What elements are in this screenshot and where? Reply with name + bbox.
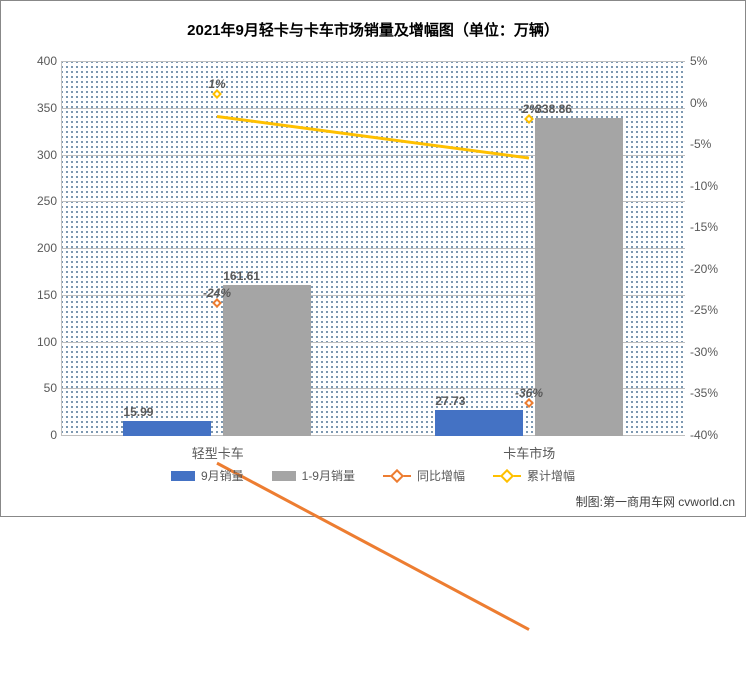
overlay-layer: 15.99 161.61 27.73 338.86 -24% -36% 1% -2% — [61, 61, 685, 436]
legend-label: 9月销量 — [201, 467, 244, 484]
legend-item: 同比增幅 — [383, 467, 465, 484]
line-value-label: -36% — [515, 386, 543, 400]
legend-item: 累计增幅 — [493, 467, 575, 484]
legend-label: 同比增幅 — [417, 467, 465, 484]
y-right-tick: -20% — [690, 262, 735, 276]
y-right-tick: -25% — [690, 303, 735, 317]
legend-line-swatch — [493, 475, 521, 477]
legend: 9月销量 1-9月销量 同比增幅 累计增幅 — [1, 467, 745, 484]
y-right-tick: -30% — [690, 345, 735, 359]
legend-label: 1-9月销量 — [302, 467, 355, 484]
bar — [223, 285, 310, 437]
y-left-tick: 350 — [12, 101, 57, 115]
bar — [123, 421, 210, 436]
legend-item: 9月销量 — [171, 467, 244, 484]
y-right-tick: -5% — [690, 137, 735, 151]
legend-swatch — [171, 471, 195, 481]
legend-swatch — [272, 471, 296, 481]
y-left-tick: 300 — [12, 148, 57, 162]
y-left-tick: 200 — [12, 241, 57, 255]
line-value-label: -24% — [203, 286, 231, 300]
y-right-tick: -15% — [690, 220, 735, 234]
chart-title: 2021年9月轻卡与卡车市场销量及增幅图（单位：万辆） — [1, 1, 745, 50]
y-left-tick: 250 — [12, 194, 57, 208]
bar-value-label: 161.61 — [223, 269, 260, 283]
y-right-tick: 5% — [690, 54, 735, 68]
series-line — [217, 463, 529, 629]
line-value-label: -2% — [518, 103, 539, 117]
y-left-tick: 100 — [12, 335, 57, 349]
chart-container: 2021年9月轻卡与卡车市场销量及增幅图（单位：万辆） 050100150200… — [0, 0, 746, 517]
y-right-tick: -35% — [690, 386, 735, 400]
legend-label: 累计增幅 — [527, 467, 575, 484]
legend-item: 1-9月销量 — [272, 467, 355, 484]
bar — [535, 118, 622, 436]
y-right-tick: -10% — [690, 179, 735, 193]
bar-value-label: 338.86 — [535, 102, 572, 116]
y-right-tick: 0% — [690, 96, 735, 110]
footer-credit: 制图:第一商用车网 cvworld.cn — [576, 493, 735, 510]
y-left-tick: 50 — [12, 381, 57, 395]
x-category-label: 卡车市场 — [503, 443, 555, 462]
y-left-tick: 400 — [12, 54, 57, 68]
bar-value-label: 27.73 — [435, 394, 465, 408]
y-left-tick: 0 — [12, 428, 57, 442]
legend-line-swatch — [383, 475, 411, 477]
bar-value-label: 15.99 — [123, 405, 153, 419]
bar — [435, 410, 522, 436]
plot-area: 050100150200250300350400-40%-35%-30%-25%… — [61, 61, 685, 436]
y-right-tick: -40% — [690, 428, 735, 442]
y-left-tick: 150 — [12, 288, 57, 302]
x-category-label: 轻型卡车 — [192, 443, 244, 462]
line-value-label: 1% — [208, 78, 225, 92]
